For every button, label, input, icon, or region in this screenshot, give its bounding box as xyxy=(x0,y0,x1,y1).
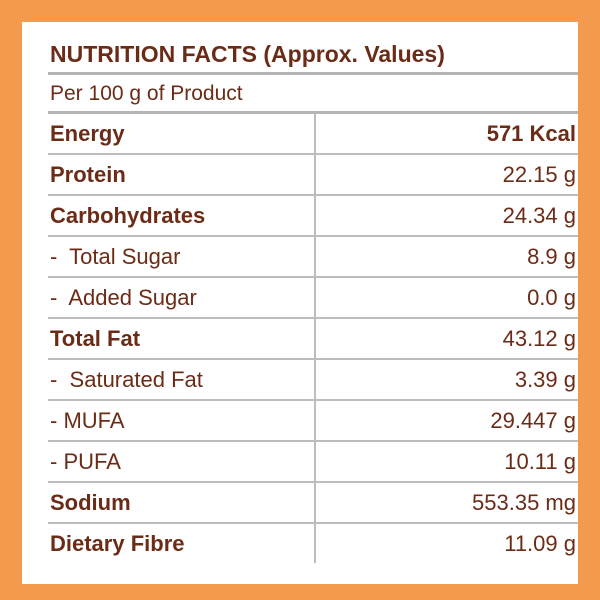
table-row: Dietary Fibre 11.09 g xyxy=(48,523,578,563)
nutrient-name: Sodium xyxy=(48,482,315,524)
nutrient-value: 10.11 g xyxy=(314,441,578,483)
nutrition-panel: NUTRITION FACTS (Approx. Values) Per 100… xyxy=(48,36,578,563)
nutrient-name: Total Fat xyxy=(48,318,315,360)
table-row: Total Fat 43.12 g xyxy=(48,318,578,360)
table-row: Energy 571 Kcal xyxy=(48,114,578,155)
nutrient-value: 43.12 g xyxy=(314,318,578,360)
table-row: Carbohydrates 24.34 g xyxy=(48,195,578,237)
nutrient-name: Dietary Fibre xyxy=(50,530,185,556)
nutrient-value: 8.9 g xyxy=(314,236,578,278)
nutrient-name: - MUFA xyxy=(48,400,315,442)
nutrient-name: - Saturated Fat xyxy=(48,359,315,401)
table-row: - Saturated Fat 3.39 g xyxy=(48,359,578,401)
nutrient-value: 24.34 g xyxy=(314,195,578,237)
nutrient-value: 3.39 g xyxy=(314,359,578,401)
table-row: - Total Sugar 8.9 g xyxy=(48,236,578,278)
nutrient-value: 11.09 g xyxy=(314,523,578,563)
nutrient-name: - PUFA xyxy=(48,441,315,483)
nutrient-value: 22.15 g xyxy=(314,154,578,196)
nutrient-value: 29.447 g xyxy=(314,400,578,442)
nutrient-name: Energy xyxy=(48,114,315,155)
serving-basis: Per 100 g of Product xyxy=(48,75,578,114)
nutrient-value: 0.0 g xyxy=(314,277,578,319)
nutrition-table: Energy 571 Kcal Protein 22.15 g Carbohyd… xyxy=(48,114,578,563)
table-row: - PUFA 10.11 g xyxy=(48,441,578,483)
nutrient-value: 571 Kcal xyxy=(314,114,578,155)
nutrition-title: NUTRITION FACTS (Approx. Values) xyxy=(48,36,578,75)
table-row: Sodium 553.35 mg xyxy=(48,482,578,524)
nutrient-name: - Total Sugar xyxy=(48,236,315,278)
nutrition-card: NUTRITION FACTS (Approx. Values) Per 100… xyxy=(22,22,578,584)
table-row: Protein 22.15 g xyxy=(48,154,578,196)
nutrient-value: 553.35 mg xyxy=(314,482,578,524)
table-row: - MUFA 29.447 g xyxy=(48,400,578,442)
nutrient-name: Protein xyxy=(48,154,315,196)
table-row: - Added Sugar 0.0 g xyxy=(48,277,578,319)
nutrient-name: - Added Sugar xyxy=(48,277,315,319)
nutrient-name: Carbohydrates xyxy=(48,195,315,237)
